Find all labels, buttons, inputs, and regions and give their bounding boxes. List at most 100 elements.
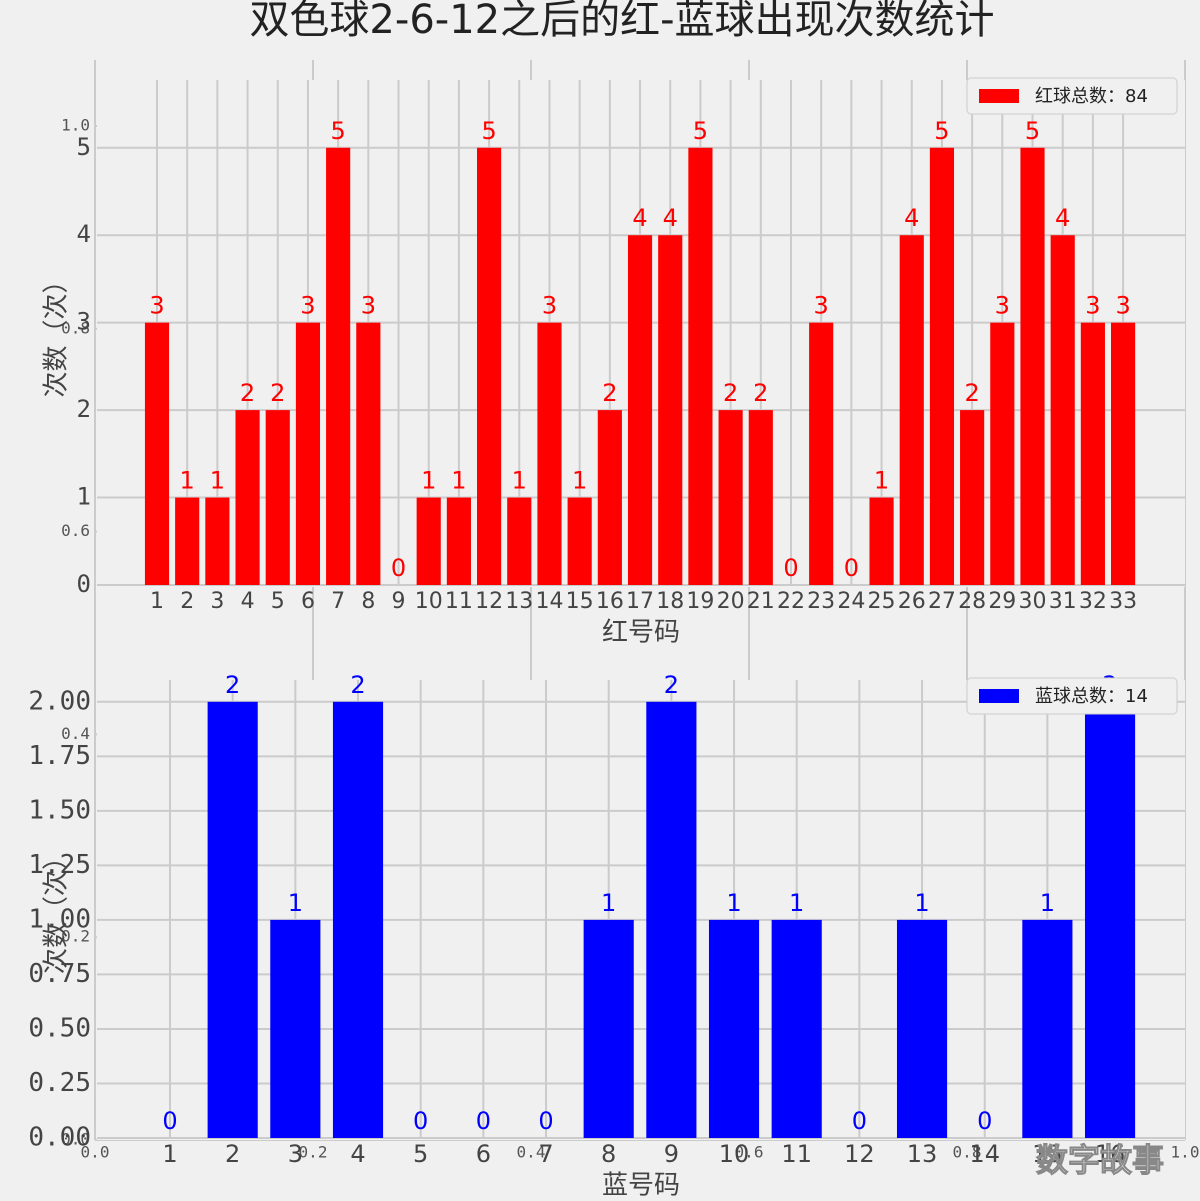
x-tick-label: 31 [1049,589,1077,614]
x-axis-label: 红号码 [602,618,680,648]
legend-box [966,77,1178,115]
data-label: 0 [783,554,798,582]
bar [748,410,773,585]
bar [326,147,351,585]
x-tick-label: 5 [413,1140,428,1168]
bar [567,497,592,585]
bar [896,919,948,1138]
legend-swatch [979,89,1019,103]
x-tick-label: 15 [1032,1140,1063,1168]
x-tick-label: 29 [988,589,1016,614]
data-label: 5 [693,117,708,145]
x-axis-label: 蓝号码 [602,1171,680,1201]
data-label: 1 [914,889,929,917]
x-tick-label: 25 [868,589,896,614]
y-tick-label: 0.75 [28,959,91,989]
bar [477,147,502,585]
x-tick-label: 7 [538,1140,553,1168]
data-label: 3 [1085,292,1100,320]
bar [507,497,532,585]
x-tick-label: 16 [596,589,624,614]
bar [1111,322,1136,585]
x-tick-label: 20 [717,589,745,614]
x-tick-label: 19 [686,589,714,614]
y-tick-label: 1 [77,483,91,511]
bg-x-tick-label: 1.0 [1171,1143,1200,1162]
bar [537,322,562,585]
data-label: 4 [632,204,647,232]
bar [658,235,683,586]
bar [869,497,894,585]
x-tick-label: 33 [1109,589,1137,614]
x-tick-label: 16 [1095,1140,1126,1168]
x-tick-label: 21 [747,589,775,614]
data-label: 2 [270,379,285,407]
bar [1084,701,1136,1138]
bar [597,410,622,585]
data-label: 5 [330,117,345,145]
y-tick-label: 1.50 [28,795,91,825]
bar [1022,919,1073,1138]
bar [990,322,1015,585]
bar [265,410,290,585]
data-label: 2 [723,379,738,407]
data-label: 2 [240,379,255,407]
x-tick-label: 4 [241,589,255,614]
x-tick-label: 11 [445,589,473,614]
data-label: 1 [512,467,527,495]
bar [175,497,200,585]
x-tick-label: 15 [566,589,594,614]
bg-x-tick-label: 0.2 [299,1143,328,1162]
x-tick-label: 9 [664,1140,679,1168]
x-tick-label: 3 [288,1140,303,1168]
data-label: 0 [391,554,406,582]
bg-x-tick-label: 0.6 [735,1143,764,1162]
data-label: 4 [904,204,919,232]
bar [1050,235,1075,586]
data-label: 2 [602,379,617,407]
bar [688,147,713,585]
x-tick-label: 9 [392,589,406,614]
data-label: 2 [964,379,979,407]
x-tick-label: 30 [1019,589,1047,614]
data-label: 1 [726,889,741,917]
x-tick-label: 12 [475,589,503,614]
x-tick-label: 6 [476,1140,491,1168]
bg-x-tick-label: 0.0 [81,1143,110,1162]
y-tick-label: 0 [77,570,91,598]
x-tick-label: 26 [898,589,926,614]
x-tick-label: 1 [162,1140,177,1168]
y-axis-label: 次数（次） [42,267,72,397]
bg-y-tick-label: 0.6 [61,521,90,540]
bar [356,322,381,585]
data-label: 1 [1040,889,1055,917]
x-tick-label: 24 [837,589,865,614]
data-label: 0 [538,1107,553,1135]
bg-x-tick-label: 0.4 [517,1143,546,1162]
bg-y-tick-label: 0.0 [61,1130,90,1149]
data-label: 3 [300,292,315,320]
data-label: 1 [789,889,804,917]
bar [144,322,170,585]
bar [646,701,697,1138]
y-tick-label: 1.25 [28,850,91,880]
y-axis-label: 次数（次） [42,844,72,974]
x-tick-label: 17 [626,589,654,614]
legend-box [966,677,1178,715]
data-label: 2 [225,671,240,699]
data-label: 1 [874,467,889,495]
bg-y-tick-label: 0.8 [61,318,90,337]
x-tick-label: 32 [1079,589,1107,614]
bar [416,497,441,585]
data-label: 3 [1115,292,1130,320]
bar [960,410,985,585]
bar [809,322,834,585]
x-tick-label: 4 [350,1140,365,1168]
data-label: 1 [572,467,587,495]
bar [295,322,321,585]
data-label: 3 [542,292,557,320]
y-tick-label: 3 [77,308,91,336]
bar [205,497,230,585]
